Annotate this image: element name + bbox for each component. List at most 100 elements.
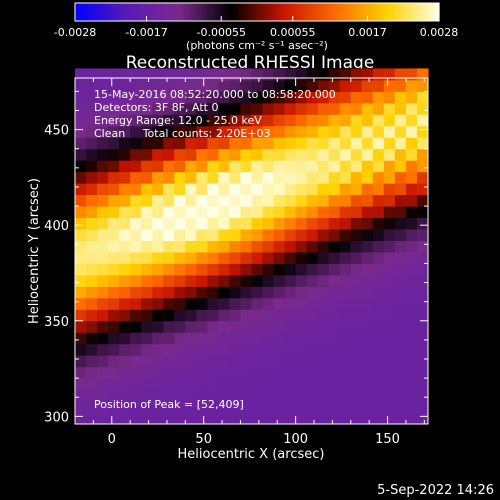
heatmap-cell bbox=[207, 68, 219, 81]
heatmap-cell bbox=[317, 320, 330, 333]
heatmap-cell bbox=[185, 229, 197, 241]
heatmap-cell bbox=[196, 366, 208, 379]
heatmap-cell bbox=[339, 309, 352, 322]
heatmap-cell bbox=[350, 171, 363, 184]
heatmap-cell bbox=[207, 274, 219, 287]
heatmap-cell bbox=[317, 401, 330, 414]
heatmap-cell bbox=[251, 102, 264, 115]
heatmap-cell bbox=[295, 183, 308, 196]
heatmap-cell bbox=[273, 274, 286, 287]
heatmap-cell bbox=[405, 412, 418, 425]
heatmap-cell bbox=[317, 114, 330, 127]
colorbar-swatch bbox=[432, 3, 437, 21]
heatmap-cell bbox=[306, 125, 319, 138]
heatmap-cell bbox=[284, 137, 297, 150]
heatmap-cell bbox=[130, 412, 142, 425]
heatmap-cell bbox=[284, 309, 297, 322]
heatmap-cell bbox=[262, 320, 275, 333]
heatmap-cell bbox=[350, 240, 363, 253]
heatmap-cell bbox=[119, 91, 131, 104]
heatmap-cell bbox=[262, 183, 275, 196]
heatmap-cell bbox=[295, 79, 308, 92]
colorbar-swatch bbox=[105, 3, 109, 21]
heatmap-cell bbox=[185, 240, 197, 253]
heatmap-cell bbox=[152, 286, 164, 299]
heatmap-cell bbox=[273, 389, 286, 402]
heatmap-cell bbox=[119, 412, 131, 425]
heatmap-cell bbox=[339, 91, 352, 104]
heatmap-cell bbox=[229, 206, 241, 219]
colorbar-swatch bbox=[299, 3, 304, 21]
heatmap-cell bbox=[416, 389, 429, 402]
heatmap-cell bbox=[207, 229, 219, 241]
heatmap-cell bbox=[262, 114, 275, 127]
heatmap-cell bbox=[372, 309, 385, 322]
heatmap-cell bbox=[284, 297, 297, 310]
colorbar-tick-label: -0.00055 bbox=[197, 26, 246, 39]
heatmap-cell bbox=[273, 251, 286, 264]
heatmap-cell bbox=[416, 91, 429, 104]
heatmap-cell bbox=[262, 91, 275, 104]
heatmap-cell bbox=[306, 79, 319, 92]
heatmap-cell bbox=[328, 355, 341, 368]
heatmap-cell bbox=[405, 68, 418, 81]
heatmap-cell bbox=[163, 412, 175, 425]
heatmap-cell bbox=[251, 229, 264, 241]
heatmap-cell bbox=[273, 137, 286, 150]
heatmap-cell bbox=[174, 274, 186, 287]
heatmap-cell bbox=[75, 91, 87, 104]
heatmap-cell bbox=[361, 102, 374, 115]
heatmap-cell bbox=[174, 171, 186, 184]
heatmap-cell bbox=[86, 263, 98, 276]
heatmap-cell bbox=[416, 229, 429, 241]
heatmap-cell bbox=[229, 68, 241, 81]
heatmap-cell bbox=[141, 297, 153, 310]
colorbar-swatch bbox=[126, 3, 131, 21]
heatmap-cell bbox=[251, 114, 264, 127]
colorbar-swatch bbox=[393, 3, 398, 21]
colorbar-swatch bbox=[138, 3, 143, 21]
heatmap-cell bbox=[119, 343, 131, 356]
heatmap-cell bbox=[174, 79, 186, 92]
heatmap-cell bbox=[119, 79, 131, 92]
heatmap-cell bbox=[273, 366, 286, 379]
colorbar-swatch bbox=[238, 3, 243, 21]
heatmap-cell bbox=[141, 332, 153, 345]
colorbar-unit: (photons cm⁻² s⁻¹ asec⁻²) bbox=[186, 39, 328, 52]
colorbar-swatch bbox=[287, 3, 291, 21]
heatmap-cell bbox=[229, 114, 241, 127]
heatmap-cell bbox=[251, 401, 264, 414]
heatmap-cell bbox=[174, 183, 186, 196]
heatmap-cell bbox=[372, 79, 385, 92]
heatmap-cell bbox=[97, 274, 109, 287]
heatmap-cell bbox=[383, 91, 396, 104]
heatmap-cell bbox=[141, 366, 153, 379]
heatmap-cell bbox=[119, 320, 131, 333]
heatmap-cell bbox=[405, 263, 418, 276]
heatmap-cell bbox=[97, 251, 109, 264]
heatmap-cell bbox=[229, 274, 241, 287]
heatmap-cell bbox=[86, 389, 98, 402]
heatmap-cell bbox=[339, 114, 352, 127]
heatmap-cell bbox=[196, 125, 208, 138]
heatmap-cell bbox=[394, 183, 407, 196]
heatmap-cell bbox=[108, 320, 120, 333]
colorbar-swatch bbox=[323, 3, 328, 21]
heatmap-cell bbox=[295, 251, 308, 264]
heatmap-cell bbox=[108, 194, 120, 207]
colorbar-swatch bbox=[93, 3, 97, 21]
heatmap-cell bbox=[273, 125, 286, 138]
heatmap-cell bbox=[306, 286, 319, 299]
colorbar-swatch bbox=[384, 3, 389, 21]
colorbar-swatch bbox=[260, 3, 264, 21]
heatmap-cell bbox=[86, 171, 98, 184]
heatmap-cell bbox=[163, 229, 175, 241]
heatmap-cell bbox=[163, 137, 175, 150]
colorbar-tick-label: -0.0017 bbox=[125, 26, 167, 39]
heatmap-cell bbox=[383, 355, 396, 368]
heatmap-cell bbox=[317, 355, 330, 368]
heatmap-cell bbox=[174, 229, 186, 241]
heatmap-cell bbox=[383, 366, 396, 379]
heatmap-cell bbox=[339, 194, 352, 207]
colorbar-swatch bbox=[211, 3, 216, 21]
